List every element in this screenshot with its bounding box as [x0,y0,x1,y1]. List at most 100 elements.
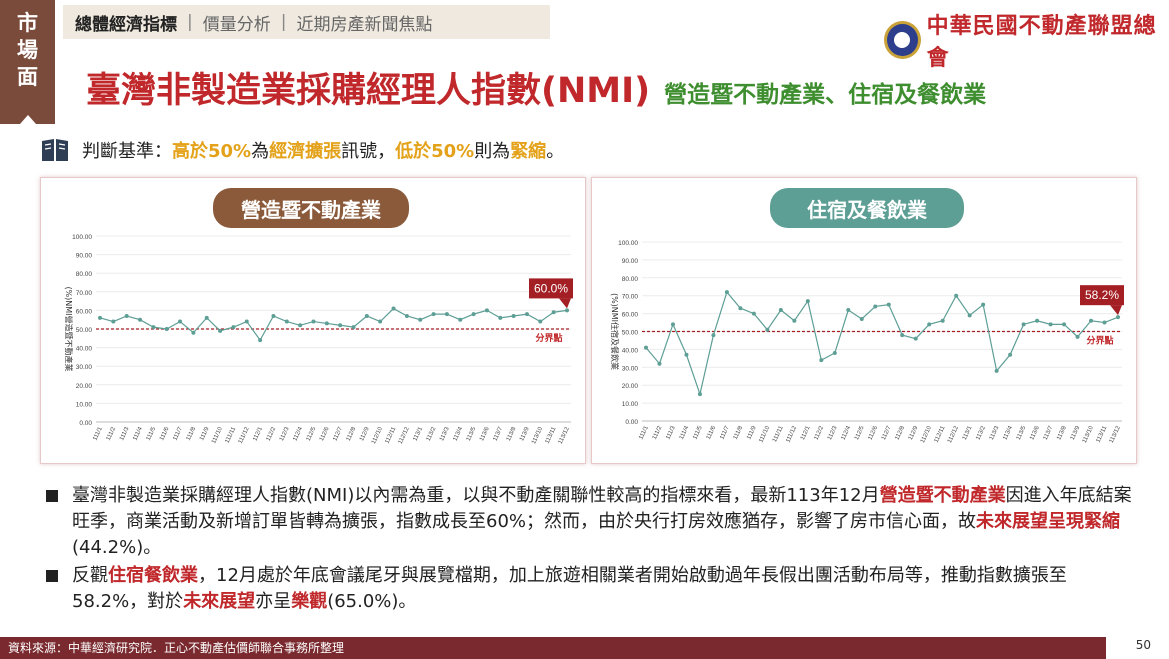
data-point [231,325,236,330]
x-tick-label: 112/2 [814,425,826,441]
callout-pointer [559,298,571,309]
nav-tab-news[interactable]: 近期房產新聞焦點 [296,14,433,35]
x-tick-label: 111/5 [692,425,704,441]
section-tab-line-3: 面 [17,65,38,89]
data-point [954,293,959,298]
bullet-segment: 臺灣非製造業採購經理人指數(NMI)以內需為重，以與不動產關聯性較高的指標來看，… [72,485,880,506]
x-tick-label: 113/7 [492,426,504,442]
org-name: 中華民國不動產聯盟總會 [926,13,1157,71]
x-tick-label: 111/11 [225,426,238,445]
data-point [498,315,503,320]
tab-pointer-icon [20,115,36,124]
x-tick-label: 112/4 [292,426,304,442]
nav-tab-price-volume[interactable]: 價量分析 [202,14,271,35]
y-tick-label: 20.00 [622,383,639,390]
x-tick-label: 113/4 [452,426,464,442]
y-tick-label: 0.00 [79,420,92,427]
x-tick-label: 111/1 [92,426,104,442]
data-point [927,322,932,327]
data-point [324,321,329,326]
bullet-square-icon [46,570,58,582]
data-point [751,311,756,316]
data-point [151,325,156,330]
x-tick-label: 111/9 [746,425,758,441]
data-point [846,308,851,313]
chart-title-hospitality: 住宿及餐飲業 [770,188,964,228]
data-point [819,358,824,363]
data-point [191,330,196,335]
data-point [538,319,543,324]
data-point [778,308,783,313]
callout-box [1080,285,1124,306]
criterion-text: 為 [251,141,270,162]
x-tick-label: 111/2 [652,425,664,441]
bullet-segment: 反觀 [72,565,108,586]
data-point [311,319,316,324]
data-point [284,319,289,324]
y-tick-label: 60.00 [76,308,93,315]
x-tick-label: 111/6 [159,426,171,442]
x-tick-label: 111/1 [638,425,650,441]
data-point [1008,352,1013,357]
title-sub: 營造暨不動產業、住宿及餐飲業 [664,82,987,108]
x-tick-label: 112/5 [306,426,318,442]
data-point [524,312,529,317]
data-point [244,319,249,324]
data-point [967,313,972,318]
title-main: 臺灣非製造業採購經理人指數(NMI) [86,71,651,111]
data-point [111,319,116,324]
data-point [484,308,489,313]
data-point [458,317,463,322]
x-tick-label: 112/4 [840,425,852,441]
bullet-item: 反觀住宿餐飲業，12月處於年底會議尾牙與展覽檔期，加上旅遊相關業者開始啟動過年長… [44,563,1134,615]
data-point [271,313,276,318]
criterion-text: 則為 [474,141,511,162]
data-point [565,308,569,313]
y-tick-label: 40.00 [76,346,93,353]
y-tick-label: 80.00 [76,271,93,278]
x-tick-label: 111/4 [132,426,144,442]
data-point [994,368,999,373]
org-logo: 中華民國不動產聯盟總會 [884,8,1169,72]
data-point [738,306,743,311]
data-point [258,338,263,343]
summary-bullets: 臺灣非製造業採購經理人指數(NMI)以內需為重，以與不動產關聯性較高的指標來看，… [44,483,1134,615]
data-point [1075,334,1080,339]
x-tick-label: 113/2 [426,426,438,442]
data-point [859,316,864,321]
x-tick-label: 113/6 [1029,425,1041,441]
x-tick-label: 112/1 [800,425,812,441]
x-tick-label: 113/5 [466,426,478,442]
bullet-segment: 因進入年底結案旺季，商業活動及新增訂單皆轉為擴張，指數成長至60%；然而，由於央… [72,485,1132,532]
data-point [178,319,183,324]
nav-tab-macro[interactable]: 總體經濟指標 [75,14,177,35]
data-point [1048,322,1053,327]
data-point [792,318,797,323]
data-point [1102,320,1107,325]
y-tick-label: 50.00 [76,327,93,334]
book-icon [42,139,68,161]
x-tick-label: 112/11 [934,425,947,444]
data-point [1062,322,1067,327]
x-tick-label: 111/10 [758,425,771,444]
y-axis-label: (%)NMI住宿及餐飲業 [610,293,620,370]
bullet-highlight: 未來展望呈現緊縮 [976,511,1121,532]
data-point [418,317,423,322]
y-tick-label: 40.00 [622,347,639,354]
data-point [711,333,716,338]
criterion-text: 。 [546,141,565,162]
callout-box [529,278,573,299]
data-point [551,310,556,315]
data-point [218,328,223,333]
section-tab[interactable]: 市 場 面 [0,0,55,124]
bullet-highlight: 樂觀 [291,591,328,612]
x-tick-label: 111/12 [785,425,798,444]
data-point [431,312,436,317]
data-point [298,323,303,328]
x-tick-label: 111/9 [199,426,211,442]
y-tick-label: 100.00 [618,240,638,247]
data-point [670,322,675,327]
x-tick-label: 111/3 [119,426,131,442]
data-point [1116,315,1120,320]
x-tick-label: 112/7 [332,426,344,442]
